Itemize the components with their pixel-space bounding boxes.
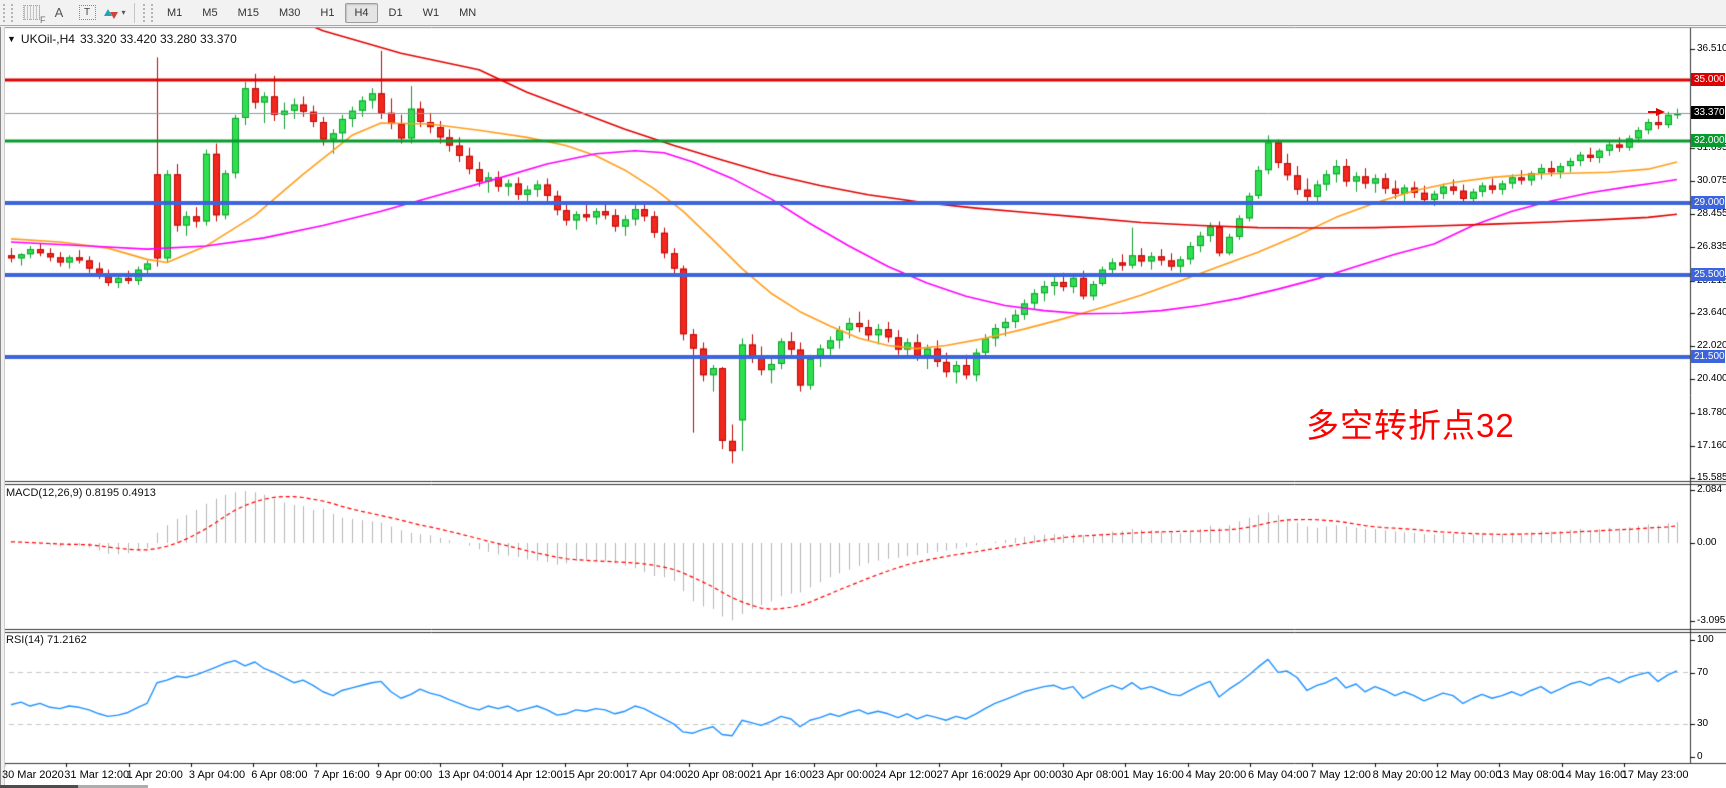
symbol-name: UKOil-,H4	[20, 32, 75, 46]
date-label: 30 Apr 08:00	[1061, 769, 1124, 781]
date-label: 9 Apr 00:00	[375, 769, 433, 781]
date-label: 27 Apr 16:00	[936, 769, 999, 781]
timeframe-M5[interactable]: M5	[202, 6, 218, 19]
price-tick-label: 28.455	[1697, 208, 1726, 219]
text-label-button[interactable]: A	[46, 2, 72, 24]
window-left-edge	[0, 27, 5, 788]
price-tick-label: 15.585	[1697, 472, 1726, 483]
rsi-tick-label: 30	[1697, 718, 1709, 729]
date-label: 12 May 00:00	[1434, 769, 1502, 781]
date-label: 1 May 16:00	[1123, 769, 1184, 781]
date-label: 21 Apr 16:00	[749, 769, 812, 781]
current-price-arrow	[1656, 108, 1665, 116]
toolbar-grip[interactable]	[3, 3, 13, 22]
price-tick-label: 20.400	[1697, 373, 1726, 384]
macd-tick-label: 2.084	[1697, 484, 1723, 495]
grid-icon: F	[22, 5, 46, 25]
rsi-indicator-label: RSI(14) 71.2162	[6, 634, 87, 646]
date-label: 24 Apr 12:00	[874, 769, 937, 781]
macd-tick-label: 0.00	[1697, 537, 1717, 548]
arrows-icon	[104, 7, 119, 19]
date-label: 23 Apr 00:00	[811, 769, 875, 781]
text-annotation[interactable]: 多空转折点32	[1306, 407, 1515, 444]
date-label: 14 Apr 12:00	[500, 769, 563, 781]
rsi-tick-label: 0	[1697, 751, 1703, 762]
date-label: 3 Apr 04:00	[188, 769, 246, 781]
date-label: 15 Apr 20:00	[562, 769, 626, 781]
price-tick-label: 23.640	[1697, 307, 1726, 318]
price-badge: 29.000	[1691, 196, 1725, 209]
symbol-title: ▼ UKOil-,H4 33.320 33.420 33.280 33.370	[7, 32, 237, 46]
toolbar: F A T ▾ M1 M5 M15 M30 H1 H4 D1 W1 MN	[0, 0, 1726, 26]
timeframe-W1[interactable]: W1	[422, 6, 440, 19]
price-badge: 25.500	[1691, 268, 1725, 281]
price-tick-label: 17.160	[1697, 440, 1726, 451]
rsi-tick-label: 70	[1697, 667, 1709, 678]
price-badge: 35.000	[1691, 73, 1725, 86]
date-label: 13 May 08:00	[1497, 769, 1564, 781]
symbol-dropdown-icon[interactable]: ▼	[7, 34, 16, 44]
date-label: 13 Apr 04:00	[438, 769, 501, 781]
date-label: 6 May 04:00	[1248, 769, 1309, 781]
macd-tick-label: -3.0957	[1697, 615, 1726, 626]
grid-f-button[interactable]: F	[18, 2, 46, 25]
timeframe-buttons: M1 M5 M15 M30 H1 H4 D1 W1 MN	[157, 2, 486, 23]
timeframe-M1[interactable]: M1	[167, 6, 183, 19]
price-badge: 32.000	[1691, 134, 1725, 147]
letter-a-icon: A	[54, 5, 64, 20]
price-badge: 33.370	[1691, 106, 1725, 119]
date-label: 6 Apr 08:00	[251, 769, 308, 781]
price-badge: 21.500	[1691, 350, 1725, 363]
bottom-scrollbar-segment[interactable]	[0, 785, 78, 788]
date-label: 17 May 23:00	[1621, 769, 1689, 781]
date-label: 31 Mar 12:00	[64, 769, 130, 781]
date-label: 7 Apr 16:00	[313, 769, 370, 781]
date-label: 14 May 16:00	[1559, 769, 1627, 781]
date-label: 29 Apr 00:00	[998, 769, 1062, 781]
price-tick-label: 26.835	[1697, 241, 1726, 252]
ohlc-values: 33.320 33.420 33.280 33.370	[79, 32, 237, 46]
date-label: 20 Apr 08:00	[687, 769, 750, 781]
timeframe-M30[interactable]: M30	[278, 6, 301, 19]
date-label: 1 Apr 20:00	[126, 769, 183, 781]
timeframe-D1[interactable]: D1	[388, 6, 403, 19]
current-price-arrow-tail	[1648, 111, 1657, 113]
price-tick-label: 22.020	[1697, 340, 1726, 351]
timeframe-H1[interactable]: H1	[320, 6, 335, 19]
rsi-tick-label: 100	[1697, 634, 1714, 645]
timeframe-H4[interactable]: H4	[345, 2, 378, 23]
timeframe-M15[interactable]: M15	[237, 6, 259, 19]
timeframe-MN[interactable]: MN	[459, 6, 477, 19]
toolbar-grip[interactable]	[143, 3, 153, 22]
chevron-down-icon: ▾	[121, 8, 126, 17]
letter-t-icon: T	[78, 5, 96, 20]
price-tick-label: 36.510	[1697, 43, 1726, 54]
date-label: 17 Apr 04:00	[625, 769, 688, 781]
date-label: 4 May 20:00	[1185, 769, 1247, 781]
price-tick-label: 18.780	[1697, 407, 1726, 418]
macd-indicator-label: MACD(12,26,9) 0.8195 0.4913	[6, 487, 156, 499]
date-label: 7 May 12:00	[1310, 769, 1371, 781]
toolbar-separator	[134, 2, 135, 23]
arrows-dropdown-button[interactable]: ▾	[102, 2, 128, 24]
price-tick-label: 31.695	[1697, 142, 1726, 153]
price-tick-label: 30.075	[1697, 175, 1726, 186]
date-label: 30 Mar 2020	[2, 769, 64, 781]
bottom-scrollbar-track[interactable]	[78, 785, 148, 788]
date-label: 8 May 20:00	[1372, 769, 1434, 781]
text-box-button[interactable]: T	[74, 2, 100, 24]
